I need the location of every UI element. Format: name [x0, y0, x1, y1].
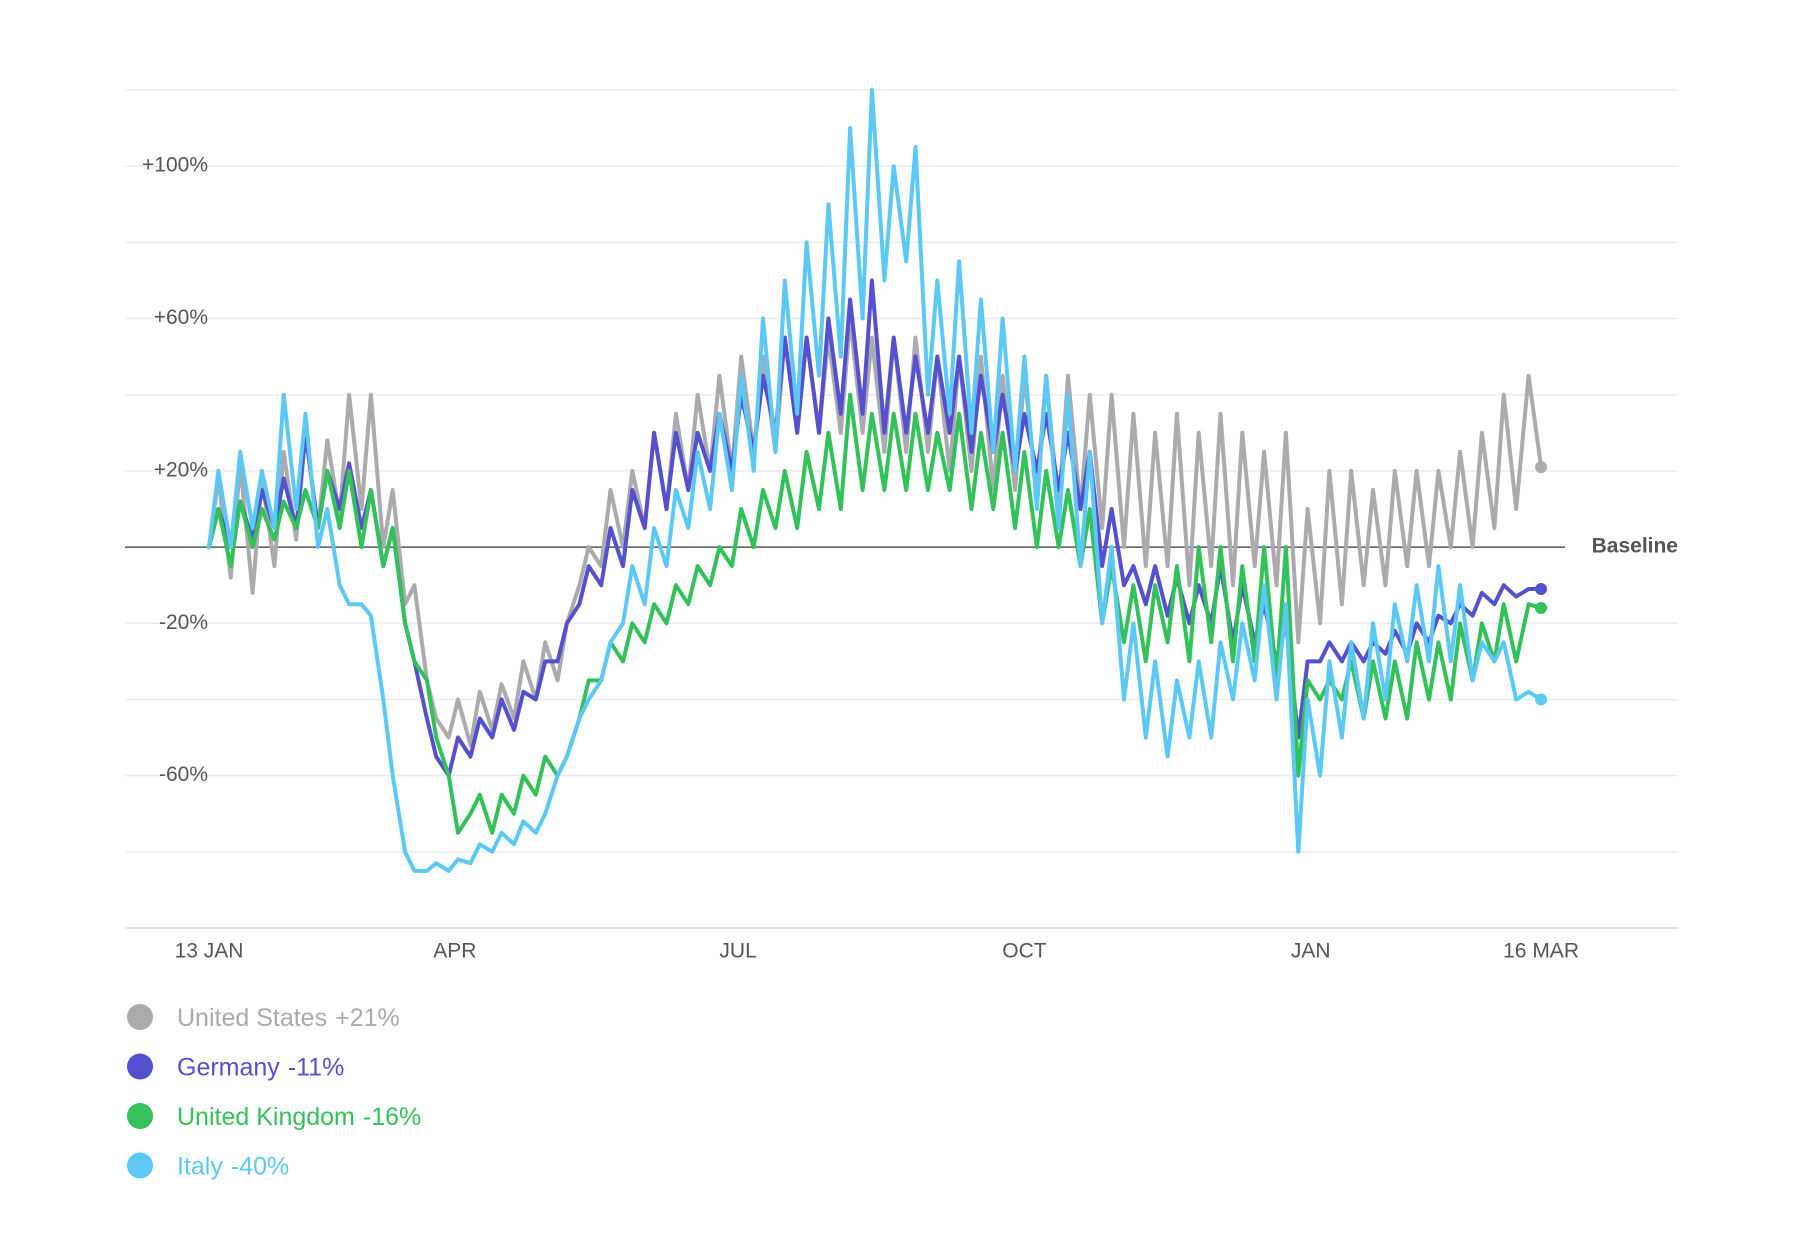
x-tick-label: APR	[433, 940, 476, 963]
legend-swatch	[127, 1103, 153, 1129]
legend-label: United States +21%	[177, 1004, 400, 1032]
legend-end-label: -16%	[363, 1103, 421, 1131]
legend-name: United Kingdom	[177, 1103, 355, 1131]
end-dot	[1535, 582, 1548, 595]
y-tick-label: +100%	[142, 154, 208, 177]
legend-name: Germany	[177, 1053, 280, 1081]
y-tick-label: -20%	[159, 611, 208, 634]
series-line	[207, 88, 1544, 873]
legend-end-label: +21%	[335, 1004, 400, 1032]
y-tick-label: +60%	[154, 306, 208, 329]
series-line	[207, 392, 1544, 835]
end-dot	[1535, 693, 1548, 706]
legend-end-label: -40%	[231, 1152, 289, 1180]
x-tick-label: 13 JAN	[175, 940, 244, 963]
y-tick-label: -60%	[159, 763, 208, 786]
legend-swatch	[127, 1152, 153, 1179]
x-tick-label: OCT	[1002, 940, 1047, 963]
baseline-label: Baseline	[1592, 535, 1678, 558]
series-line	[207, 278, 1544, 778]
end-dot	[1535, 461, 1548, 474]
y-tick-label: +20%	[154, 458, 208, 481]
legend-name: Italy	[177, 1152, 223, 1180]
x-tick-label: JUL	[719, 940, 756, 963]
legend-name: United States	[177, 1004, 327, 1032]
legend-end-label: -11%	[288, 1053, 345, 1081]
x-tick-label: JAN	[1291, 940, 1331, 963]
legend-swatch	[127, 1053, 153, 1080]
x-tick-label: 16 MAR	[1503, 940, 1579, 963]
legend-label: United Kingdom -16%	[177, 1103, 421, 1131]
legend-label: Germany -11%	[177, 1053, 344, 1081]
legend-swatch	[127, 1004, 153, 1030]
end-dot	[1535, 602, 1548, 615]
series-line	[207, 316, 1544, 748]
legend-label: Italy -40%	[177, 1152, 289, 1180]
